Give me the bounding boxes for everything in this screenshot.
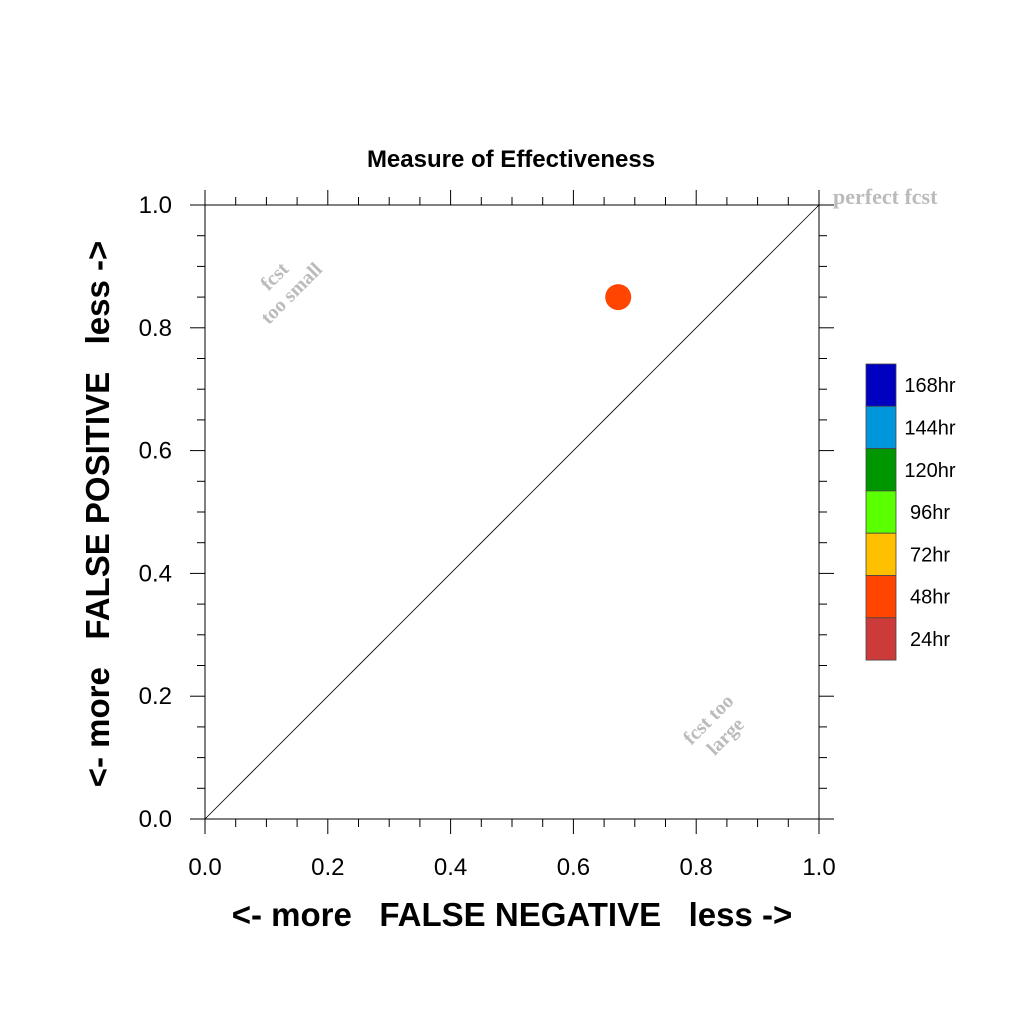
y-tick-label: 0.6 <box>139 438 172 465</box>
legend-label: 120hr <box>904 460 955 482</box>
x-tick-label: 0.0 <box>188 854 221 881</box>
chart-title: Measure of Effectiveness <box>367 146 655 173</box>
perfect-forecast-annotation: perfect fcst <box>833 184 938 209</box>
data-points <box>605 284 632 311</box>
forecast-too-small-annotation: fcst too small <box>256 258 327 329</box>
plot-frame <box>204 204 820 820</box>
x-tick-labels: 0.0 0.2 0.4 0.6 0.8 1.0 <box>188 854 835 881</box>
x-tick-label: 0.6 <box>557 854 590 881</box>
y-tick-label: 0.2 <box>139 683 172 710</box>
x-tick-label: 0.2 <box>311 854 344 881</box>
legend-swatch <box>865 575 897 619</box>
x-axis-label: <- more FALSE NEGATIVE less -> <box>232 896 793 933</box>
y-tick-label: 0.8 <box>139 315 172 342</box>
legend-swatch <box>865 532 897 576</box>
legend-swatch <box>865 405 897 449</box>
forecast-too-large-annotation: fcst too large <box>679 690 749 760</box>
legend-swatch <box>865 448 897 492</box>
legend: 168hr 144hr 120hr 96hr 72hr 48hr 24hr <box>865 363 956 661</box>
y-tick-labels: 0.0 0.2 0.4 0.6 0.8 1.0 <box>139 192 172 833</box>
x-tick-label: 0.8 <box>680 854 713 881</box>
legend-label: 168hr <box>904 375 955 397</box>
legend-swatch <box>865 490 897 534</box>
legend-swatch <box>865 617 897 661</box>
legend-label: 72hr <box>910 544 950 566</box>
legend-label: 144hr <box>904 417 955 439</box>
y-tick-label: 0.4 <box>139 560 172 587</box>
axis-ticks <box>190 190 834 834</box>
x-tick-label: 1.0 <box>802 854 835 881</box>
legend-label: 96hr <box>910 502 950 524</box>
y-tick-label: 0.0 <box>139 806 172 833</box>
x-tick-label: 0.4 <box>434 854 467 881</box>
y-tick-label: 1.0 <box>139 192 172 219</box>
perfect-forecast-diagonal <box>204 204 820 820</box>
data-point <box>605 284 632 311</box>
legend-swatch <box>865 363 897 407</box>
legend-label: 48hr <box>910 587 950 609</box>
legend-label: 24hr <box>910 629 950 651</box>
y-axis-label: <- more FALSE POSITIVE less -> <box>79 241 116 788</box>
